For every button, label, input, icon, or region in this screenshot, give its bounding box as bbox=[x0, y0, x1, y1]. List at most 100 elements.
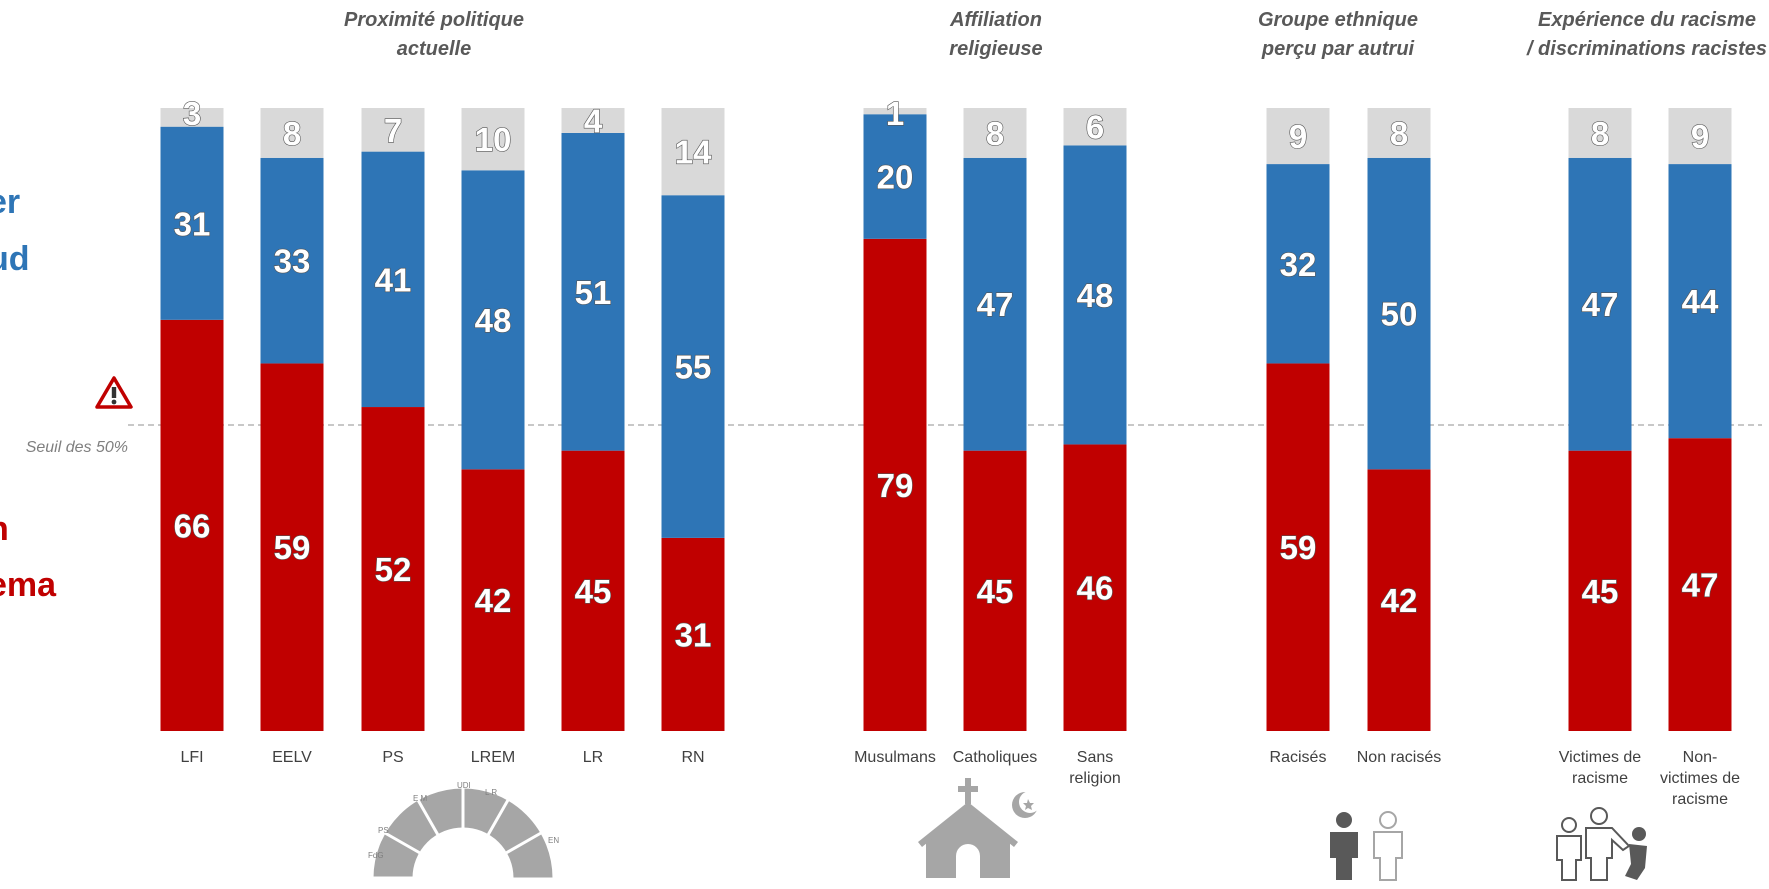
value-label: 32 bbox=[1280, 246, 1317, 283]
svg-text:L R: L R bbox=[485, 788, 497, 797]
church-crescent-icon bbox=[918, 778, 1041, 878]
hemicycle-icon: FdG PS E M UDI L R EN bbox=[368, 781, 559, 880]
bar-segment bbox=[963, 108, 1027, 158]
category-label: Racisés bbox=[1270, 749, 1327, 766]
category-label-line: LREM bbox=[471, 749, 515, 766]
category-label: RN bbox=[681, 749, 704, 766]
group-title-line: Proximité politique bbox=[344, 9, 524, 31]
category-label-line: RN bbox=[681, 749, 704, 766]
svg-text:PS: PS bbox=[378, 826, 389, 835]
value-label: 46 bbox=[1077, 570, 1114, 607]
value-label: 42 bbox=[475, 582, 512, 619]
value-label: 4 bbox=[584, 102, 603, 139]
bar-segment bbox=[1266, 363, 1330, 731]
left-red-line-1: n bbox=[0, 510, 9, 548]
left-labels: er ud n ema bbox=[0, 183, 57, 604]
bar-segment bbox=[160, 108, 224, 127]
group-title-line: actuelle bbox=[397, 38, 471, 60]
category-label: LFI bbox=[180, 749, 203, 766]
category-label-line: Racisés bbox=[1270, 749, 1327, 766]
bar-segment bbox=[661, 537, 725, 731]
value-label: 59 bbox=[274, 529, 311, 566]
value-label: 33 bbox=[274, 243, 311, 280]
bar-segment bbox=[1063, 145, 1127, 445]
value-label: 31 bbox=[675, 616, 712, 653]
value-label: 8 bbox=[1390, 115, 1408, 152]
bar-segment bbox=[1266, 108, 1330, 165]
bar-segment bbox=[260, 157, 324, 364]
value-label: 55 bbox=[675, 349, 712, 386]
left-blue-line-2: ud bbox=[0, 240, 30, 278]
group-title-line: / discriminations racistes bbox=[1526, 38, 1767, 60]
group-title: Proximité politique actuelle bbox=[344, 9, 524, 60]
category-label: LREM bbox=[471, 749, 515, 766]
bars-layer bbox=[160, 108, 1732, 731]
value-label: 14 bbox=[675, 134, 712, 171]
category-label-line: victimes de bbox=[1660, 770, 1740, 787]
bar-segment bbox=[1266, 164, 1330, 364]
category-label-line: racisme bbox=[1672, 791, 1728, 808]
bar-segment bbox=[1668, 438, 1732, 731]
group-title-line: Expérience du racisme bbox=[1538, 9, 1756, 31]
category-label: Sans religion bbox=[1069, 749, 1121, 787]
category-label: EELV bbox=[272, 749, 312, 766]
bar-segment bbox=[863, 238, 927, 731]
value-label: 59 bbox=[1280, 529, 1317, 566]
category-label: PS bbox=[382, 749, 403, 766]
category-label-line: racisme bbox=[1572, 770, 1628, 787]
bar-segment bbox=[863, 108, 927, 115]
left-red-line-2: ema bbox=[0, 566, 57, 604]
value-label: 45 bbox=[1582, 573, 1619, 610]
bar-segment bbox=[461, 170, 525, 470]
bar-segment bbox=[1668, 164, 1732, 439]
group-title-line: perçu par autrui bbox=[1261, 38, 1415, 60]
bar-segment bbox=[461, 469, 525, 731]
value-label: 3 bbox=[183, 95, 201, 132]
value-label: 45 bbox=[575, 573, 612, 610]
bar-segment bbox=[361, 108, 425, 152]
svg-text:EN: EN bbox=[548, 836, 559, 845]
bar-segment bbox=[561, 132, 625, 451]
value-label: 8 bbox=[986, 115, 1004, 152]
value-label: 9 bbox=[1289, 118, 1307, 155]
left-blue-line-1: er bbox=[0, 183, 20, 221]
labels-layer: Proximité politique actuelle 66 31 3 LFI 59 33 8… bbox=[173, 9, 1767, 808]
bar-segment bbox=[963, 157, 1027, 451]
bar-segment bbox=[1568, 108, 1632, 158]
value-label: 8 bbox=[283, 115, 301, 152]
bar-segment bbox=[1367, 469, 1431, 731]
value-label: 50 bbox=[1381, 296, 1418, 333]
category-label-line: Musulmans bbox=[854, 749, 936, 766]
value-label: 52 bbox=[375, 551, 412, 588]
svg-text:FdG: FdG bbox=[368, 851, 384, 860]
category-label-line: Catholiques bbox=[953, 749, 1038, 766]
bar-segment bbox=[361, 151, 425, 408]
bar-segment bbox=[661, 108, 725, 196]
category-label: Non racisés bbox=[1357, 749, 1441, 766]
value-label: 48 bbox=[1077, 277, 1114, 314]
discrimination-icon bbox=[1556, 807, 1647, 881]
category-label: Victimes de racisme bbox=[1559, 749, 1642, 787]
bar-segment bbox=[963, 450, 1027, 731]
bar-segment bbox=[461, 108, 525, 171]
value-label: 42 bbox=[1381, 582, 1418, 619]
value-label: 10 bbox=[475, 121, 512, 158]
category-label: Musulmans bbox=[854, 749, 936, 766]
value-label: 51 bbox=[575, 274, 612, 311]
value-label: 47 bbox=[1682, 567, 1719, 604]
category-label: Catholiques bbox=[953, 749, 1038, 766]
bar-segment bbox=[260, 108, 324, 158]
bar-segment bbox=[561, 450, 625, 731]
value-label: 31 bbox=[174, 205, 211, 242]
bar-segment bbox=[1568, 157, 1632, 451]
category-label-line: Non- bbox=[1683, 749, 1718, 766]
bar-segment bbox=[160, 126, 224, 320]
value-label: 1 bbox=[886, 95, 904, 132]
group-title: Groupe ethnique perçu par autrui bbox=[1258, 9, 1418, 60]
svg-text:UDI: UDI bbox=[457, 781, 471, 790]
value-label: 48 bbox=[475, 302, 512, 339]
value-label: 79 bbox=[877, 467, 914, 504]
bar-segment bbox=[1367, 157, 1431, 470]
category-label: Non-victimes de racisme bbox=[1660, 749, 1740, 808]
